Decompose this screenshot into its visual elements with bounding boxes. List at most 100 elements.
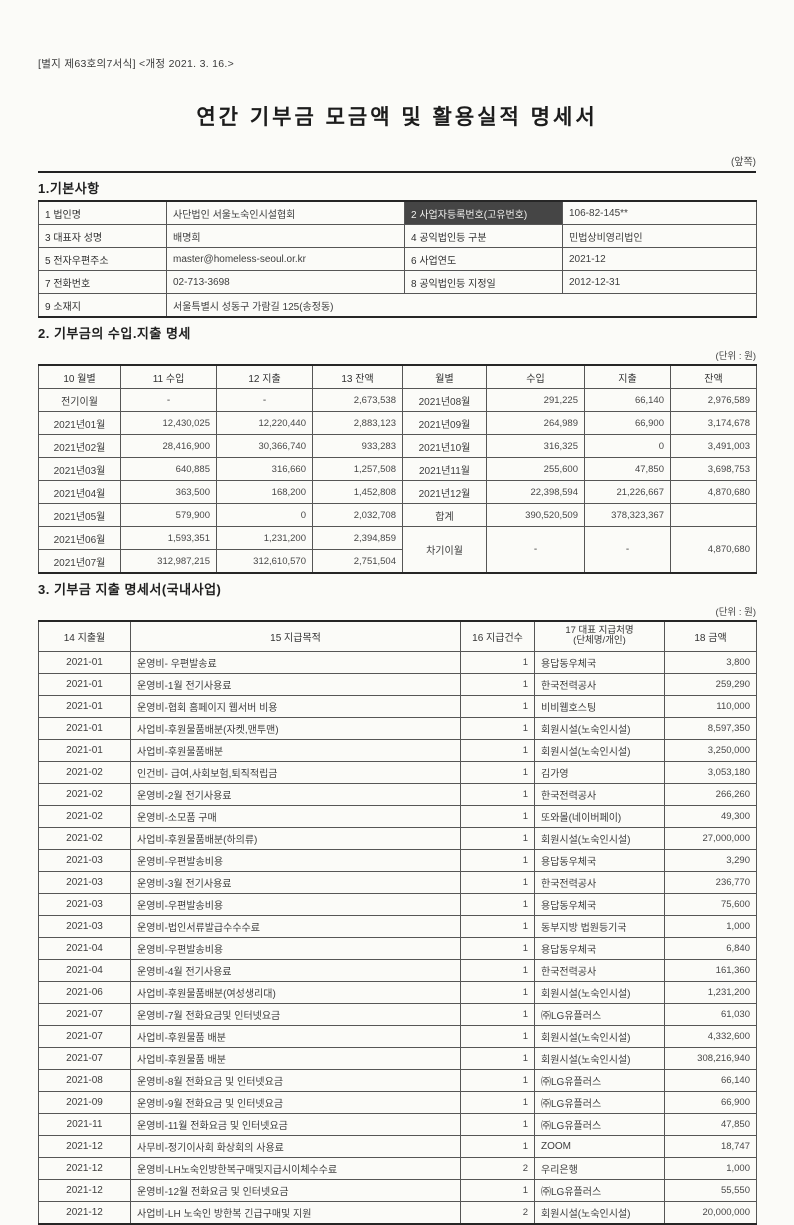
month-cell: 2021년05월 [38,503,121,527]
payee-cell: 회원시설(노숙인시설) [534,826,665,850]
payment-count-cell: 1 [460,826,535,850]
field-value: 2021-12 [562,247,757,271]
table-row: 2021-02 운영비-소모품 구매 1 또와몰(네이버페이) 49,300 [38,804,757,828]
expense-month-cell: 2021-03 [38,892,131,916]
expense-purpose-cell: 운영비-4월 전기사용료 [130,958,461,982]
payee-cell: 한국전력공사 [534,870,665,894]
divider [38,171,756,173]
amount-cell: 8,597,350 [664,716,757,740]
payee-cell: 한국전력공사 [534,958,665,982]
payee-cell: 우리은행 [534,1156,665,1180]
table-row: 전기이월 - - 2,673,538 2021년08월 291,225 66,1… [38,388,757,412]
amount-cell: 18,747 [664,1134,757,1158]
income-cell: 291,225 [486,388,585,412]
field-value: 2012-12-31 [562,270,757,294]
payment-count-cell: 1 [460,760,535,784]
unit-label: (단위 : 원) [715,351,756,362]
total-expense-cell: 378,323,367 [584,503,671,527]
expense-cell: 312,610,570 [216,549,313,574]
field-label: 7 전화번호 [38,270,167,294]
unit-label: (단위 : 원) [715,607,756,618]
balance-cell: 1,257,508 [312,457,403,481]
payment-count-cell: 1 [460,1134,535,1158]
payee-cell: 회원시설(노숙인시설) [534,1200,665,1225]
field-value: 배명희 [166,224,405,248]
amount-cell: 1,000 [664,1156,757,1180]
expense-month-cell: 2021-04 [38,958,131,982]
column-header: 16 지급건수 [460,619,535,652]
expense-month-cell: 2021-02 [38,760,131,784]
payment-count-cell: 1 [460,1112,535,1136]
expense-month-cell: 2021-01 [38,738,131,762]
amount-cell: 55,550 [664,1178,757,1202]
table-row: 2021-12 사무비-정기이사회 화상회의 사용료 1 ZOOM 18,747 [38,1134,757,1158]
table-row: 7 전화번호 02-713-3698 8 공익법인등 지정일 2012-12-3… [38,270,757,294]
expense-month-cell: 2021-07 [38,1024,131,1048]
payee-cell: 용답동우체국 [534,650,665,674]
expense-purpose-cell: 사업비-후원물품 배분 [130,1024,461,1048]
income-cell: 1,593,351 [120,526,217,550]
expense-month-cell: 2021-02 [38,804,131,828]
expense-month-cell: 2021-01 [38,650,131,674]
expense-cell: 66,900 [584,411,671,435]
table-row: 5 전자우편주소 master@homeless-seoul.or.kr 6 사… [38,247,757,271]
income-cell: 22,398,594 [486,480,585,504]
payee-cell: 한국전력공사 [534,672,665,696]
payee-cell: ㈜LG유플러스 [534,1090,665,1114]
table-row: 2021년07월 312,987,215 312,610,570 2,751,5… [38,549,757,574]
expense-month-cell: 2021-12 [38,1178,131,1202]
table-row: 2021-12 운영비-12월 전화요금 및 인터넷요금 1 ㈜LG유플러스 5… [38,1178,757,1202]
payment-count-cell: 1 [460,782,535,806]
month-cell: 2021년03월 [38,457,121,481]
table-row: 2021-04 운영비-우편발송비용 1 용답동우체국 6,840 [38,936,757,960]
payee-cell: 또와몰(네이버페이) [534,804,665,828]
table-row: 2021-11 운영비-11월 전화요금 및 인터넷요금 1 ㈜LG유플러스 4… [38,1112,757,1136]
expense-cell: 0 [584,434,671,458]
payment-count-cell: 1 [460,804,535,828]
table-row: 2021년06월 1,593,351 1,231,200 2,394,859 차… [38,526,757,574]
section2-title: 2. 기부금의 수입.지출 명세 [38,326,191,341]
expense-cell: 66,140 [584,388,671,412]
balance-cell: 933,283 [312,434,403,458]
balance-cell: 2,394,859 [312,526,403,550]
balance-cell: 3,174,678 [670,411,757,435]
expense-month-cell: 2021-03 [38,914,131,938]
expense-purpose-cell: 사업비-후원물품 배분 [130,1046,461,1070]
amount-cell: 47,850 [664,1112,757,1136]
column-header: 월별 [402,364,487,389]
table-row: 2021-01 운영비-1월 전기사용료 1 한국전력공사 259,290 [38,672,757,696]
column-header: 15 지급목적 [130,619,461,652]
column-header: 13 잔액 [312,364,403,389]
payee-cell: 용답동우체국 [534,848,665,872]
month-cell: 2021년01월 [38,411,121,435]
income-cell: 255,600 [486,457,585,481]
payee-cell: 동부지방 법원등기국 [534,914,665,938]
field-label: 8 공익법인등 지정일 [404,270,563,294]
payment-count-cell: 1 [460,694,535,718]
payee-cell: ㈜LG유플러스 [534,1112,665,1136]
amount-cell: 1,231,200 [664,980,757,1004]
payment-count-cell: 1 [460,650,535,674]
expense-month-cell: 2021-01 [38,672,131,696]
amount-cell: 66,900 [664,1090,757,1114]
column-header: 10 월별 [38,364,121,389]
expense-cell: 168,200 [216,480,313,504]
payee-cell: ㈜LG유플러스 [534,1178,665,1202]
expense-month-cell: 2021-12 [38,1156,131,1180]
month-cell: 2021년02월 [38,434,121,458]
table-row: 2021-12 운영비-LH노숙인방한복구매및지급시이체수수료 2 우리은행 1… [38,1156,757,1180]
expense-purpose-cell: 운영비-1월 전기사용료 [130,672,461,696]
table-row: 2021년03월 640,885 316,660 1,257,508 2021년… [38,457,757,481]
page-title: 연간 기부금 모금액 및 활용실적 명세서 [196,106,598,129]
table-row: 2021-03 운영비-3월 전기사용료 1 한국전력공사 236,770 [38,870,757,894]
expense-cell: 21,226,667 [584,480,671,504]
month-cell: 2021년07월 [38,549,121,574]
total-label-cell: 합계 [402,503,487,527]
field-label: 1 법인명 [38,200,167,225]
amount-cell: 3,800 [664,650,757,674]
amount-cell: 3,053,180 [664,760,757,784]
expense-month-cell: 2021-11 [38,1112,131,1136]
column-header: 18 금액 [664,619,757,652]
field-label: 6 사업연도 [404,247,563,271]
